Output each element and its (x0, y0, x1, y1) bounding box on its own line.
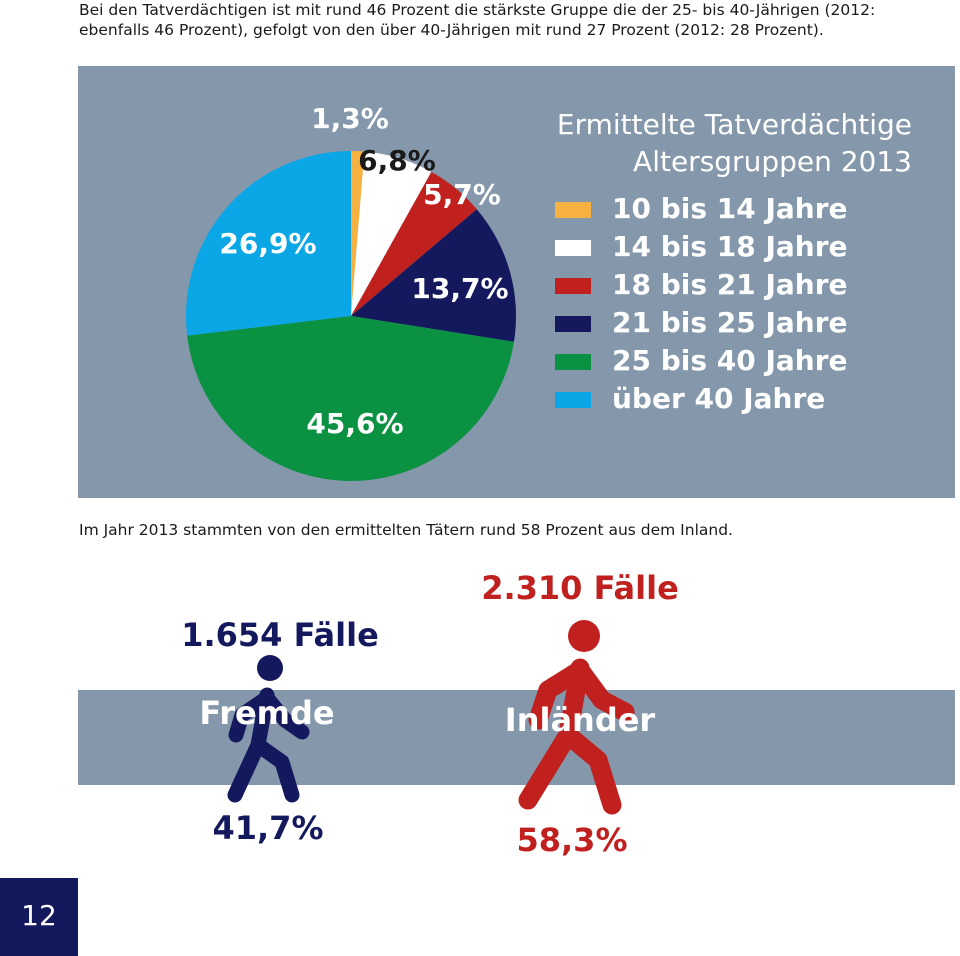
walker-icon (227, 655, 310, 803)
share-label: 41,7% (212, 809, 323, 847)
share-label: 58,3% (516, 821, 627, 859)
data-label: 1,3% (311, 102, 389, 135)
legend-label: 14 bis 18 Jahre (612, 230, 848, 263)
pie-slice (351, 171, 477, 316)
data-label: 26,9% (219, 227, 316, 260)
group-label: Fremde (199, 694, 334, 732)
legend-swatch (555, 240, 591, 256)
data-label: 45,6% (306, 407, 403, 440)
walker-icon (518, 620, 635, 815)
legend-label: 21 bis 25 Jahre (612, 306, 848, 339)
legend-label: über 40 Jahre (612, 382, 825, 415)
legend-swatch (555, 354, 591, 370)
legend-swatch (555, 392, 591, 408)
group-label: Inländer (505, 701, 656, 739)
legend-label: 18 bis 21 Jahre (612, 268, 848, 301)
data-label: 6,8% (358, 144, 436, 177)
data-label: 13,7% (411, 272, 508, 305)
pie: 1,3% 6,8%5,7% 13,7% 45,6% 26,9% (186, 102, 516, 481)
page-number-box (0, 878, 78, 956)
paragraph: Im Jahr 2013 stammten von den ermittelte… (79, 521, 733, 539)
pie-slice (351, 151, 365, 316)
pie-slice (187, 316, 514, 481)
pie-slice (351, 209, 516, 342)
case-count: 2.310 Fälle (481, 569, 679, 607)
page-number: 12 (21, 899, 57, 932)
legend: Ermittelte Tatverdächtige Altersgruppen 2… (555, 108, 912, 415)
pie-slice (186, 151, 351, 336)
case-count: 1.654 Fälle (181, 616, 379, 654)
legend-swatch (555, 202, 591, 218)
legend-label: 25 bis 40 Jahre (612, 344, 848, 377)
legend-label: 10 bis 14 Jahre (612, 192, 848, 225)
legend-swatch (555, 278, 591, 294)
legend-title: Altersgruppen 2013 (633, 145, 912, 178)
legend-swatch (555, 316, 591, 332)
pie-slice (351, 151, 432, 316)
paragraph: Bei den Tatverdächtigen ist mit rund 46 … (79, 1, 876, 39)
band (78, 690, 955, 785)
legend-title: Ermittelte Tatverdächtige (557, 108, 912, 141)
data-label: 5,7% (423, 178, 501, 211)
